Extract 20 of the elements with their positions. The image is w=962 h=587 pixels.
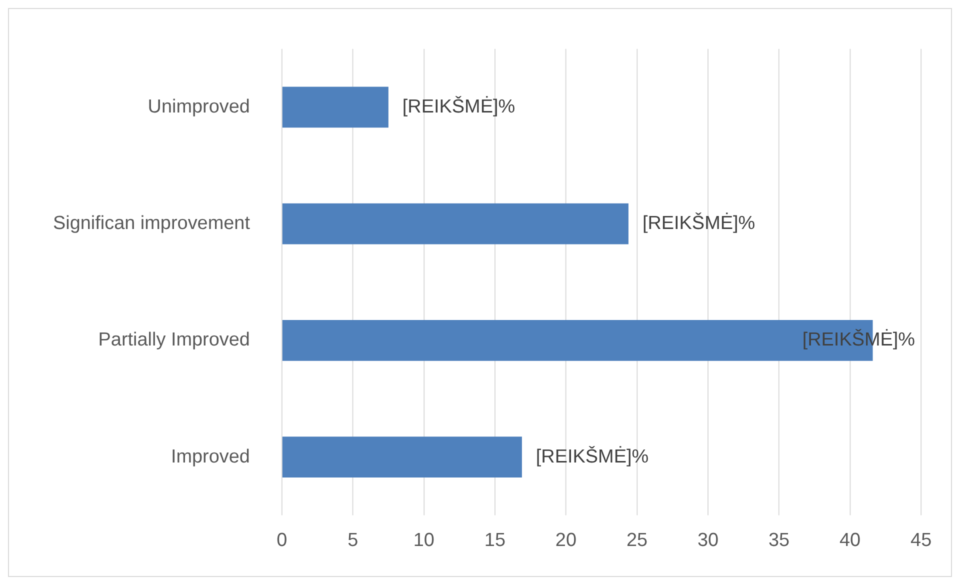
x-tick-label: 25 — [626, 530, 648, 551]
data-label: [REIKŠMĖ]% — [402, 95, 516, 118]
x-tick-label: 15 — [484, 530, 506, 551]
x-tick-label: 10 — [413, 530, 434, 551]
bar — [282, 86, 388, 128]
x-tick-label: 35 — [768, 530, 790, 551]
y-tick-label: Significan improvement — [53, 213, 251, 234]
x-tick-label: 5 — [348, 530, 358, 551]
x-tick-label: 45 — [910, 530, 932, 551]
x-tick-label: 30 — [697, 530, 719, 551]
data-label: [REIKŠMĖ]% — [642, 212, 756, 234]
data-label: [REIKŠMĖ]% — [536, 445, 649, 468]
y-tick-label: Unimproved — [148, 96, 250, 118]
x-tick-label: 40 — [840, 530, 861, 551]
bar — [282, 203, 628, 244]
bar — [282, 436, 522, 478]
y-tick-label: Improved — [170, 446, 250, 468]
x-tick-label: 0 — [276, 530, 288, 551]
x-tick-label: 20 — [555, 530, 577, 551]
y-tick-label: Partially Improved — [98, 330, 250, 351]
